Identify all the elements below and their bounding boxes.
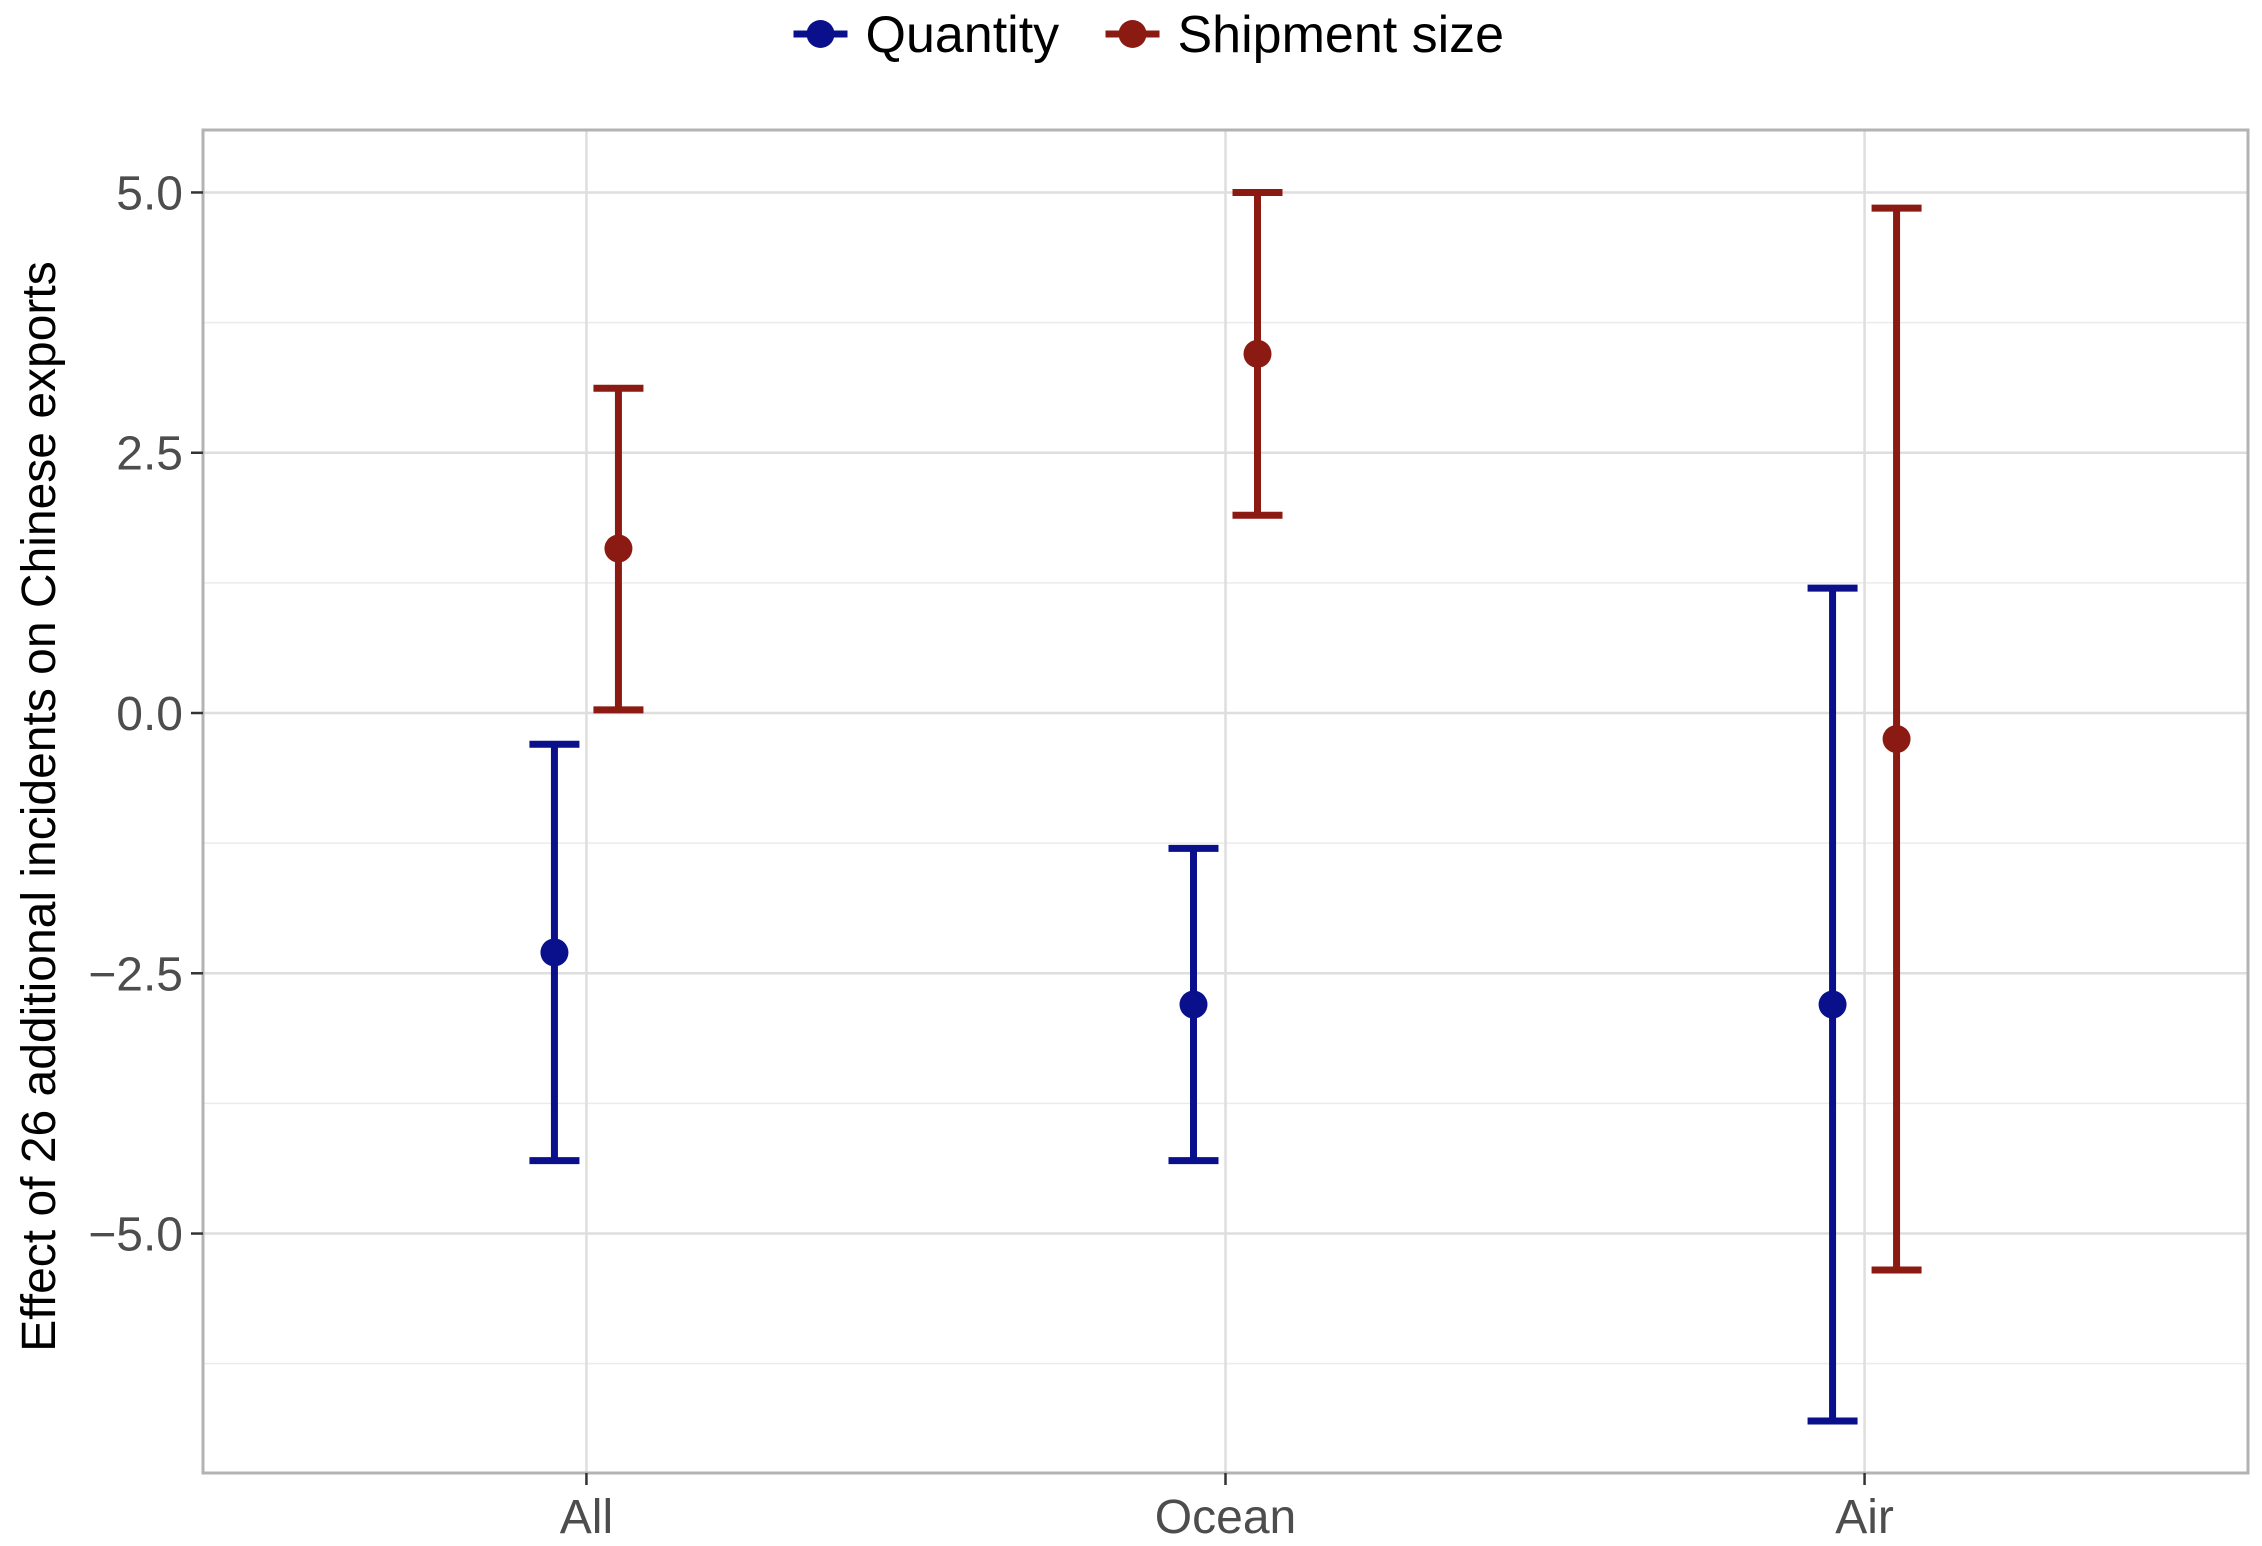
point-estimate <box>540 938 569 967</box>
point-estimate <box>1818 990 1847 1019</box>
y-ticks: 5.0 2.5 0.0 −2.5 −5.0 <box>88 167 203 1262</box>
legend-key-point <box>806 20 835 48</box>
y-tick-label: 5.0 <box>116 167 183 220</box>
legend-item-shipment-size: Shipment size <box>1105 6 1505 64</box>
point-estimate <box>1243 339 1272 368</box>
legend: Quantity Shipment size <box>793 6 1505 64</box>
x-ticks: All Ocean Air <box>560 1473 1894 1544</box>
point-estimate <box>604 534 633 563</box>
x-tick-label: Ocean <box>1155 1491 1296 1544</box>
y-tick-label: 0.0 <box>116 688 183 741</box>
point-estimate <box>1179 990 1208 1019</box>
point-estimate <box>1882 725 1911 754</box>
series-shipment-size <box>593 188 1922 1274</box>
legend-key-point <box>1118 20 1147 48</box>
marks <box>529 188 1922 1425</box>
y-tick-label: −2.5 <box>88 948 183 1001</box>
x-tick-label: All <box>560 1491 613 1544</box>
grid <box>203 130 2248 1473</box>
y-axis-title: Effect of 26 additional incidents on Chi… <box>13 261 66 1351</box>
y-tick-label: 2.5 <box>116 428 183 481</box>
y-tick-label: −5.0 <box>88 1209 183 1262</box>
legend-label: Quantity <box>866 6 1060 64</box>
legend-label: Shipment size <box>1178 6 1505 64</box>
legend-item-quantity: Quantity <box>793 6 1060 64</box>
series-quantity <box>529 584 1858 1425</box>
x-tick-label: Air <box>1835 1491 1894 1544</box>
